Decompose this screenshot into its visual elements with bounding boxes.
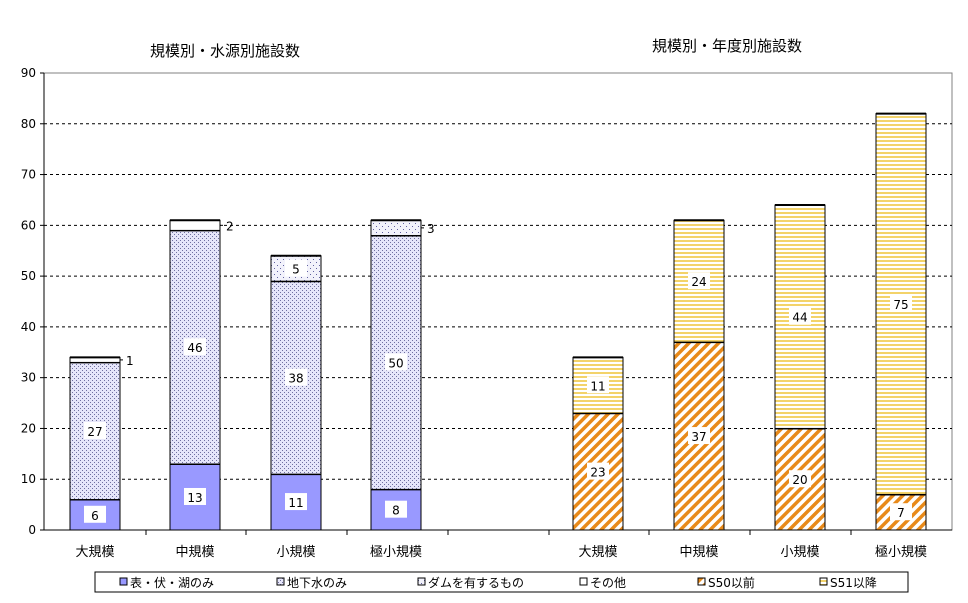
data-label: 44 xyxy=(792,311,807,325)
y-tick-label: 40 xyxy=(21,320,36,334)
category-label: 中規模 xyxy=(175,545,214,560)
bar-segment xyxy=(774,427,826,531)
y-tick-label: 60 xyxy=(21,218,36,232)
data-label: 50 xyxy=(388,356,403,370)
category-label: 中規模 xyxy=(679,545,718,560)
data-label: 5 xyxy=(292,262,300,276)
category-label: 小規模 xyxy=(780,545,819,560)
left-chart-title: 規模別・水源別施設数 xyxy=(150,42,301,60)
legend-label: 地下水のみ xyxy=(287,576,347,590)
category-label: 極小規模 xyxy=(370,544,422,560)
data-label: 13 xyxy=(187,491,202,505)
data-label: 11 xyxy=(288,496,303,510)
data-label-bg xyxy=(890,503,912,521)
y-tick-label: 20 xyxy=(21,421,36,435)
data-label: 38 xyxy=(288,372,303,386)
data-label-bg xyxy=(285,493,307,511)
data-label: 75 xyxy=(893,298,908,312)
data-label-bg xyxy=(688,272,710,290)
bar-segment xyxy=(169,219,221,231)
y-tick-label: 30 xyxy=(21,371,36,385)
data-label: 11 xyxy=(590,379,605,393)
y-tick-label: 0 xyxy=(28,523,36,537)
bar-layer xyxy=(69,112,927,531)
legend-swatch xyxy=(819,577,828,586)
data-label: 3 xyxy=(427,222,435,236)
data-label: 6 xyxy=(91,509,99,523)
category-label: 大規模 xyxy=(578,545,617,560)
data-label-bg xyxy=(184,338,206,356)
category-label: 極小規模 xyxy=(875,544,927,560)
legend-swatch xyxy=(119,577,128,586)
category-label: 大規模 xyxy=(75,545,114,560)
legend-label: その他 xyxy=(590,576,626,590)
data-label-bg xyxy=(789,307,811,325)
data-label: 8 xyxy=(392,504,400,518)
legend-label: S51以降 xyxy=(830,576,877,590)
category-label: 小規模 xyxy=(276,545,315,560)
y-tick-label: 90 xyxy=(21,66,36,80)
legend-box xyxy=(94,571,909,593)
legend-swatch xyxy=(276,577,285,586)
data-label: 23 xyxy=(590,466,605,480)
data-label: 2 xyxy=(226,219,234,233)
y-tick-label: 70 xyxy=(21,168,36,182)
data-label-bg xyxy=(84,421,106,439)
data-label: 37 xyxy=(691,430,706,444)
data-label-bg xyxy=(789,470,811,488)
data-label: 24 xyxy=(691,275,706,289)
data-label: 7 xyxy=(897,506,905,520)
data-label-bg xyxy=(385,353,407,371)
data-label: 1 xyxy=(126,354,134,368)
data-label-bg xyxy=(84,505,106,523)
legend-label: S50以前 xyxy=(708,575,755,590)
legend-swatch xyxy=(579,577,588,586)
data-label-bg xyxy=(587,376,609,394)
data-label-bg xyxy=(587,462,609,480)
right-chart-title: 規模別・年度別施設数 xyxy=(652,37,803,55)
y-tick-label: 50 xyxy=(21,269,36,283)
data-label: 46 xyxy=(187,341,202,355)
legend-swatch xyxy=(417,577,426,586)
data-label-bg xyxy=(285,259,307,277)
data-label-bg xyxy=(688,427,710,445)
y-tick-label: 10 xyxy=(21,472,36,486)
data-label-bg xyxy=(890,295,912,313)
data-label-bg xyxy=(285,368,307,386)
legend: 表・伏・湖のみ 地下水のみ ダムを有するもの その他 S50以前 S51以降 xyxy=(94,571,909,593)
legend-label: 表・伏・湖のみ xyxy=(130,575,214,590)
label-layer: 6 27 1 13 46 2 11 38 5 8 50 3 23 11 37 24 20 44 7 75 xyxy=(84,219,912,523)
data-label: 27 xyxy=(87,425,102,439)
data-label-bg xyxy=(385,500,407,518)
bar-segment xyxy=(370,219,422,236)
legend-label: ダムを有するもの xyxy=(428,575,524,590)
data-label-bg xyxy=(184,487,206,505)
legend-swatch xyxy=(697,577,706,586)
data-label: 20 xyxy=(792,473,807,487)
y-tick-label: 80 xyxy=(21,117,36,131)
